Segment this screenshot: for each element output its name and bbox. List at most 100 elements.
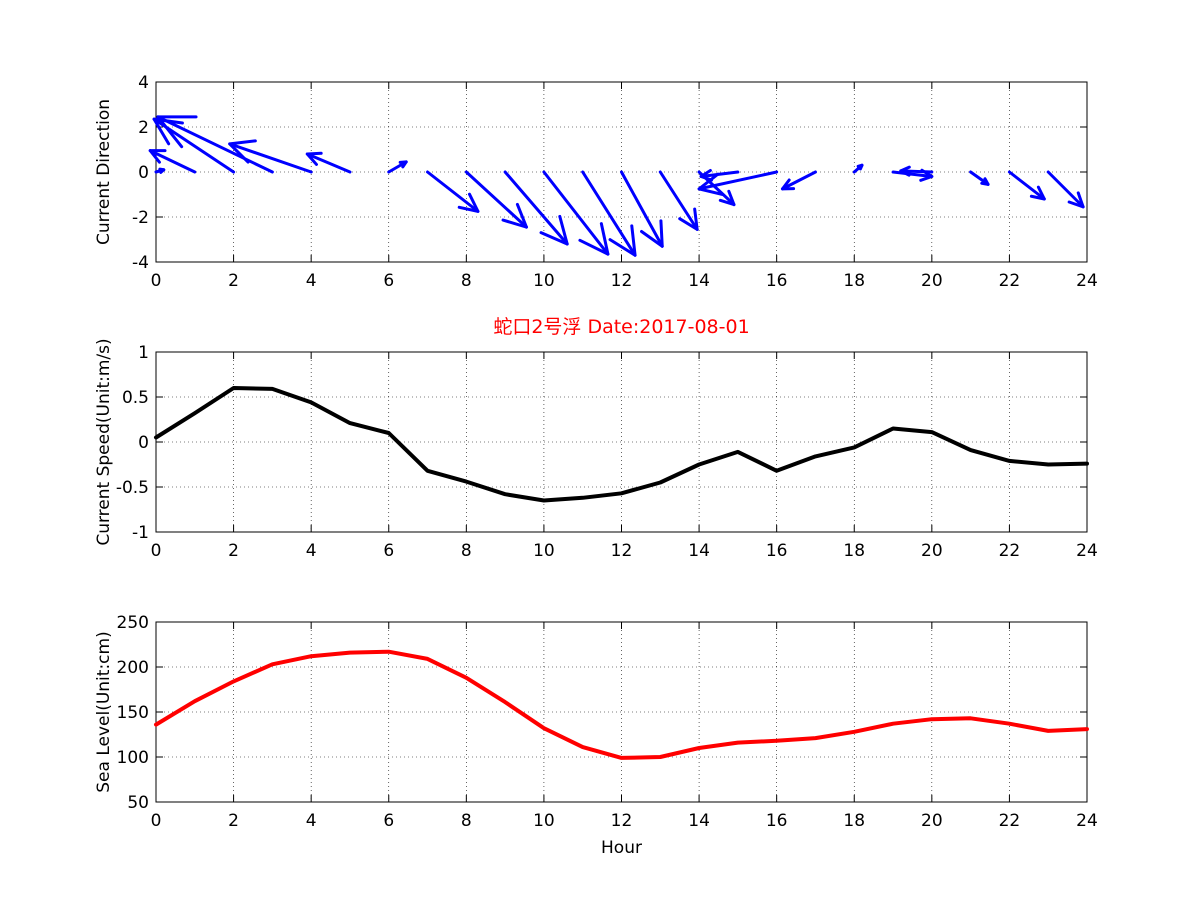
sea-level-y-tick-label: 50	[127, 793, 149, 813]
current-direction-arrow-head	[501, 202, 528, 229]
current-speed-x-tick-label: 20	[921, 541, 943, 561]
current-direction-arrow-head	[156, 115, 198, 149]
current-speed-chart-title: 蛇口2号浮 Date:2017-08-01	[493, 316, 749, 338]
current-direction-x-tick-label: 24	[1076, 271, 1098, 291]
current-direction-arrow	[852, 163, 864, 174]
current-direction-arrow-head	[640, 219, 664, 248]
sea-level-x-tick-label: 14	[688, 811, 710, 831]
current-direction-x-tick-label: 10	[533, 271, 555, 291]
current-direction-y-tick-label: 2	[138, 118, 149, 138]
current-direction-x-tick-label: 12	[611, 271, 633, 291]
current-direction-arrow-shaft	[697, 170, 779, 191]
sea-level-x-tick-label: 20	[921, 811, 943, 831]
current-direction-arrow	[1007, 170, 1046, 201]
current-speed-x-tick-label: 6	[383, 541, 394, 561]
sea-level-y-tick-label: 200	[117, 658, 149, 678]
current-direction-arrow-head	[697, 172, 724, 196]
current-speed-panel: 0 2 4 6 8 10 12 14 16 18 20 22 24-1-0.500.51Current …	[94, 316, 1098, 561]
current-direction-arrow	[464, 170, 528, 229]
current-speed-plot-area	[155, 351, 1088, 533]
sea-level-y-tick-label: 250	[117, 613, 149, 633]
current-direction-arrow	[426, 170, 480, 213]
current-direction-x-tick-label: 16	[766, 271, 788, 291]
current-direction-arrow	[969, 170, 990, 186]
current-direction-x-tick-label: 22	[999, 271, 1021, 291]
current-direction-y-tick-label: 0	[138, 163, 149, 183]
current-direction-x-tick-label: 4	[306, 271, 317, 291]
current-direction-arrow-head	[899, 165, 911, 177]
current-direction-y-tick-label: 4	[138, 73, 149, 93]
current-direction-arrow	[156, 115, 274, 174]
current-direction-arrow-head	[152, 117, 184, 146]
sea-level-x-tick-label: 6	[383, 811, 394, 831]
current-speed-y-tick-label: -0.5	[116, 478, 149, 498]
current-direction-arrow	[780, 170, 817, 191]
current-direction-arrow-head	[539, 214, 569, 246]
sea-level-y-tick-label: 150	[117, 703, 149, 723]
sea-level-x-tick-label: 18	[843, 811, 865, 831]
current-direction-arrow-shaft	[899, 169, 934, 174]
sea-level-x-tick-label: 10	[533, 811, 555, 831]
current-direction-arrow-shaft	[581, 170, 637, 257]
sea-level-x-tick-label: 4	[306, 811, 317, 831]
current-direction-arrow-shaft	[969, 170, 990, 186]
current-direction-arrow	[154, 167, 166, 174]
current-direction-arrow-shaft	[228, 142, 313, 174]
current-direction-x-tick-label: 14	[688, 271, 710, 291]
current-direction-arrow	[699, 168, 740, 182]
current-direction-arrow-shaft	[426, 170, 480, 213]
current-direction-arrow-shaft	[148, 149, 197, 174]
current-direction-arrow-head	[305, 151, 323, 166]
current-direction-arrow	[228, 139, 313, 174]
current-direction-x-tick-label: 18	[843, 271, 865, 291]
current-direction-arrow-head	[718, 189, 736, 207]
current-direction-arrow-shaft	[464, 170, 528, 229]
current-direction-arrow-head	[228, 139, 257, 164]
current-direction-arrow-shaft	[156, 115, 274, 174]
current-direction-arrow-shaft	[1046, 170, 1085, 209]
current-direction-arrow	[542, 170, 610, 256]
current-speed-x-tick-label: 18	[843, 541, 865, 561]
current-direction-arrow-head	[398, 160, 408, 169]
current-direction-y-tick-label: -4	[132, 253, 149, 273]
current-speed-y-tick-label: 0	[138, 433, 149, 453]
current-direction-arrow-head	[608, 224, 637, 257]
current-direction-arrow-shaft	[542, 170, 610, 256]
current-direction-arrow	[1046, 170, 1085, 209]
current-direction-arrow-shaft	[1007, 170, 1046, 201]
current-speed-x-tick-label: 12	[611, 541, 633, 561]
current-speed-x-tick-label: 10	[533, 541, 555, 561]
sea-level-x-tick-label: 22	[999, 811, 1021, 831]
sea-level-plot-area	[155, 621, 1088, 803]
sea-level-x-axis-label: Hour	[601, 838, 642, 858]
current-speed-x-tick-label: 4	[306, 541, 317, 561]
current-direction-arrow-head	[457, 192, 480, 213]
current-direction-x-tick-label: 8	[461, 271, 472, 291]
current-direction-arrow	[697, 170, 779, 196]
sea-level-x-tick-label: 8	[461, 811, 472, 831]
current-speed-y-tick-label: -1	[132, 523, 149, 543]
current-speed-x-tick-label: 2	[228, 541, 239, 561]
current-direction-x-tick-label: 2	[228, 271, 239, 291]
current-direction-arrow	[148, 149, 197, 174]
current-direction-arrow	[899, 165, 934, 177]
current-direction-x-tick-label: 0	[151, 271, 162, 291]
current-direction-arrow-head	[1029, 185, 1046, 201]
current-speed-series-line	[154, 386, 1089, 503]
current-speed-y-tick-label: 0.5	[122, 388, 149, 408]
current-direction-arrow-shaft	[620, 170, 664, 248]
current-direction-arrow	[620, 170, 664, 248]
current-direction-y-tick-label: -2	[132, 208, 149, 228]
sea-level-series-line	[154, 649, 1089, 760]
sea-level-y-tick-label: 100	[117, 748, 149, 768]
current-speed-x-tick-label: 24	[1076, 541, 1098, 561]
current-direction-arrow-head	[856, 163, 864, 171]
current-direction-arrow-head	[148, 149, 167, 164]
current-direction-arrow-head	[780, 178, 796, 191]
current-speed-y-tick-label: 1	[138, 343, 149, 363]
current-direction-arrow-head	[158, 167, 166, 174]
current-direction-arrow-head	[980, 177, 990, 186]
current-direction-arrow-shaft	[503, 170, 569, 246]
current-direction-x-tick-label: 6	[383, 271, 394, 291]
